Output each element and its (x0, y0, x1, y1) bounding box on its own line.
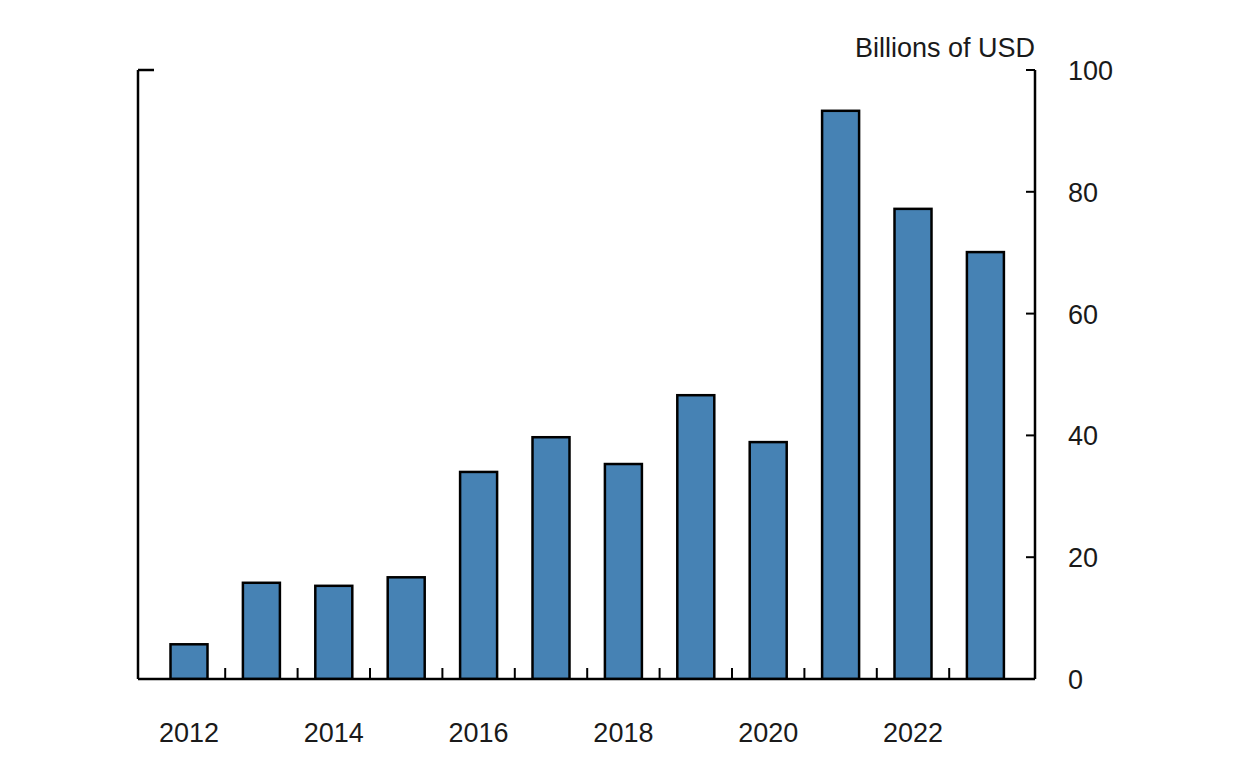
x-tick-label: 2012 (159, 718, 219, 748)
x-boundary-tick (731, 668, 733, 679)
x-tick-label: 2018 (593, 718, 653, 748)
x-tick-label: 2020 (738, 718, 798, 748)
x-boundary-tick (224, 668, 226, 679)
x-tick-label: 2014 (304, 718, 364, 748)
y-tick (1026, 434, 1035, 436)
left-axis-cap (138, 69, 154, 72)
bar (171, 644, 208, 679)
bar (967, 252, 1004, 679)
bar (315, 586, 352, 679)
x-boundary-tick (803, 668, 805, 679)
bar (388, 577, 425, 679)
x-boundary-tick (659, 668, 661, 679)
y-tick (1026, 191, 1035, 193)
bar (895, 209, 932, 679)
left-axis (137, 70, 140, 679)
x-boundary-tick (586, 668, 588, 679)
bar (677, 395, 714, 679)
x-boundary-tick (297, 668, 299, 679)
bars (171, 111, 1004, 679)
y-tick (1026, 69, 1035, 71)
y-tick-label: 0 (1068, 665, 1083, 695)
x-boundary-tick (441, 668, 443, 679)
y-tick-label: 60 (1068, 300, 1098, 330)
y-tick-label: 40 (1068, 421, 1098, 451)
y-tick-label: 20 (1068, 543, 1098, 573)
y-tick (1026, 556, 1035, 558)
bar (822, 111, 859, 679)
y-tick (1026, 313, 1035, 315)
y-tick (1026, 678, 1035, 680)
chart-container: 2012 2014 2016 2018 2020 2022 0 20 40 60 80 100 Bill… (0, 0, 1238, 769)
y-tick-label: 100 (1068, 56, 1113, 86)
y-tick-label: 80 (1068, 178, 1098, 208)
x-tick-label: 2022 (883, 718, 943, 748)
x-tick-label: 2016 (449, 718, 509, 748)
x-boundary-tick (948, 668, 950, 679)
bar (533, 437, 570, 679)
chart-svg: 2012 2014 2016 2018 2020 2022 0 20 40 60 80 100 Bill… (0, 0, 1238, 769)
bar (243, 583, 280, 679)
y-axis-label: Billions of USD (855, 33, 1035, 63)
x-boundary-tick (514, 668, 516, 679)
bar (460, 472, 497, 679)
right-axis (1034, 70, 1037, 679)
x-boundary-tick (369, 668, 371, 679)
bar (605, 464, 642, 679)
x-boundary-tick (876, 668, 878, 679)
bar (750, 442, 787, 679)
